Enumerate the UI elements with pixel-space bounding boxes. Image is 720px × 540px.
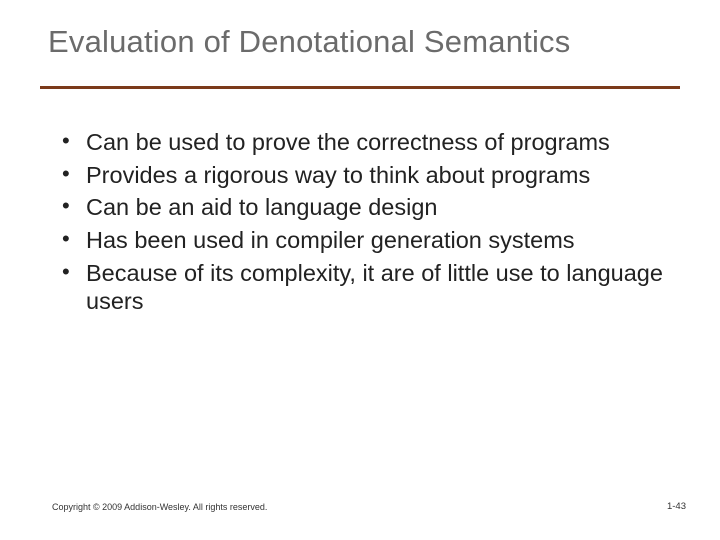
title-rule <box>40 86 680 89</box>
bullet-list: Can be used to prove the correctness of … <box>60 128 670 316</box>
slide-title: Evaluation of Denotational Semantics <box>48 24 570 60</box>
list-item: Can be used to prove the correctness of … <box>60 128 670 157</box>
copyright-text: Copyright © 2009 Addison-Wesley. All rig… <box>52 502 267 512</box>
slide-body: Can be used to prove the correctness of … <box>60 128 670 320</box>
list-item: Because of its complexity, it are of lit… <box>60 259 670 316</box>
list-item: Can be an aid to language design <box>60 193 670 222</box>
list-item: Has been used in compiler generation sys… <box>60 226 670 255</box>
list-item: Provides a rigorous way to think about p… <box>60 161 670 190</box>
slide: Evaluation of Denotational Semantics Can… <box>0 0 720 540</box>
page-number: 1-43 <box>667 501 686 512</box>
